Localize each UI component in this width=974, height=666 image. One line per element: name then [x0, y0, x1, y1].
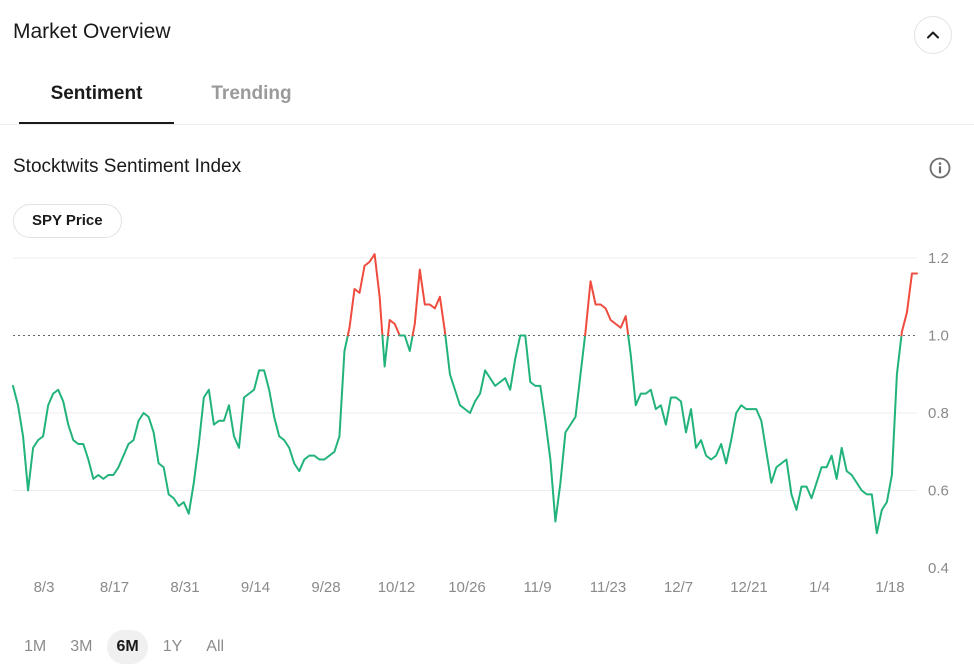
series-segment-below: [444, 334, 587, 523]
series-segment-above: [900, 272, 918, 337]
tab-bar: Sentiment Trending: [19, 70, 329, 124]
y-tick-label: 0.8: [928, 405, 949, 422]
section-title: Stocktwits Sentiment Index: [13, 156, 242, 177]
spy-price-toggle[interactable]: SPY Price: [13, 204, 122, 238]
sentiment-chart: 0.4 0.6 0.8 1.0 1.2 8/3 8/17 8/31 9/14 9/28 10/12…: [12, 250, 949, 596]
y-tick-label: 1.0: [928, 328, 949, 345]
series-segment-below: [627, 334, 903, 535]
x-tick-label: 10/26: [448, 579, 486, 596]
series-segment-below: [381, 334, 389, 368]
tab-sentiment[interactable]: Sentiment: [19, 70, 174, 124]
y-tick-label: 0.6: [928, 483, 949, 500]
x-tick-label: 10/12: [378, 579, 416, 596]
y-tick-label: 1.2: [928, 250, 949, 267]
y-tick-label: 0.4: [928, 560, 949, 577]
range-1m[interactable]: 1M: [24, 638, 47, 655]
x-tick-label: 9/14: [241, 579, 270, 596]
page-title: Market Overview: [13, 20, 171, 43]
x-tick-label: 8/31: [170, 579, 199, 596]
tab-divider: [0, 124, 974, 125]
x-axis-ticks: 8/3 8/17 8/31 9/14 9/28 10/12 10/26 11/9 11/23 12…: [34, 579, 905, 596]
info-icon[interactable]: [929, 157, 951, 179]
range-selector: 1M 3M 6M 1Y All: [15, 630, 233, 664]
x-tick-label: 12/21: [730, 579, 768, 596]
series-segment-above: [411, 268, 447, 337]
grid-lines: [13, 257, 917, 491]
series-segment-above: [386, 319, 401, 337]
x-tick-label: 9/28: [311, 579, 340, 596]
series-segment-above: [346, 253, 384, 337]
x-tick-label: 8/17: [100, 579, 129, 596]
sentiment-series: [12, 253, 918, 535]
x-tick-label: 1/4: [809, 579, 830, 596]
range-6m[interactable]: 6M: [107, 630, 148, 664]
range-all[interactable]: All: [206, 638, 225, 655]
y-axis-ticks: 0.4 0.6 0.8 1.0 1.2: [928, 250, 949, 577]
x-tick-label: 11/9: [523, 579, 551, 596]
x-tick-label: 12/7: [664, 579, 693, 596]
series-segment-below: [12, 334, 349, 515]
range-1y[interactable]: 1Y: [162, 638, 183, 655]
x-tick-label: 11/23: [590, 579, 626, 596]
collapse-button[interactable]: [914, 16, 952, 54]
series-segment-above: [584, 280, 630, 337]
x-tick-label: 8/3: [34, 579, 55, 596]
chevron-up-icon: [927, 31, 939, 39]
x-tick-label: 1/18: [875, 579, 904, 596]
range-3m[interactable]: 3M: [70, 638, 93, 655]
series-segment-below: [398, 334, 414, 352]
tab-trending[interactable]: Trending: [211, 83, 292, 104]
